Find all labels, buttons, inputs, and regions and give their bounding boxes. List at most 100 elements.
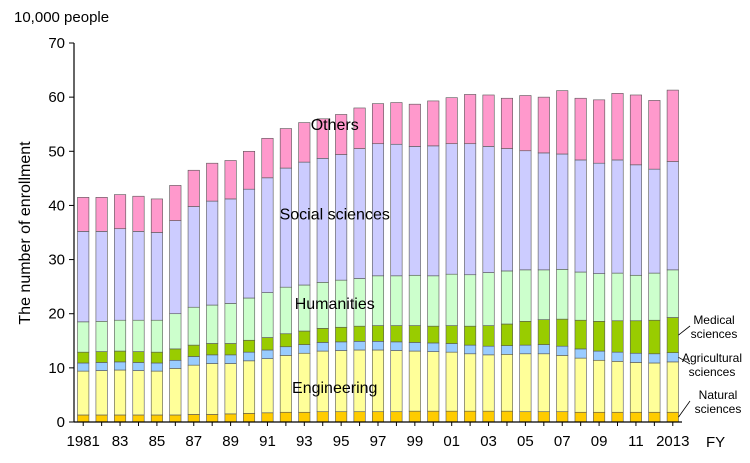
bar-segment <box>224 354 237 364</box>
bar-segment <box>390 102 403 145</box>
bar-segment <box>279 286 292 335</box>
x-tick-label: 97 <box>370 433 387 450</box>
bar-segment <box>500 345 513 355</box>
x-tick-label: 91 <box>259 433 276 450</box>
bar-segment <box>464 344 477 355</box>
bar-segment <box>427 325 440 344</box>
bar-segment <box>187 306 200 346</box>
bar-segment <box>556 269 569 320</box>
bar-segment <box>648 362 661 413</box>
bar-segment <box>666 361 679 413</box>
bar-segment <box>629 274 642 322</box>
bar-segment <box>574 357 587 413</box>
right-labels: MedicalsciencesAgriculturalsciencesNatur… <box>678 313 742 418</box>
bar-segment <box>574 319 587 350</box>
bar-segment <box>464 143 477 276</box>
bar-segment <box>629 362 642 413</box>
bar-segment <box>482 354 495 412</box>
bar-segment <box>279 355 292 413</box>
bar-segment <box>482 146 495 273</box>
bar-segment <box>316 411 329 423</box>
bar-segment <box>77 370 90 416</box>
x-tick-label: 01 <box>443 433 460 450</box>
bar-segment <box>593 320 606 352</box>
bar-segment <box>261 292 274 338</box>
bar-segment <box>187 414 200 423</box>
bar-segment <box>169 220 182 315</box>
bar-segment <box>556 411 569 423</box>
bar-segment <box>206 200 219 306</box>
bar-segment <box>556 90 569 155</box>
bar-segment <box>500 323 513 346</box>
bar-segment <box>408 342 421 352</box>
series-label: Social sciences <box>280 207 390 224</box>
bar-segment <box>445 97 458 145</box>
x-tick-label: 11 <box>628 433 644 450</box>
bar-segment <box>150 351 163 364</box>
bar-segment <box>206 414 219 423</box>
bar-segment <box>95 362 108 371</box>
bar-segment <box>224 303 237 344</box>
bar-segment <box>206 304 219 344</box>
side-label-line: sciences <box>689 365 736 379</box>
bar-segment <box>519 150 532 271</box>
bar-segment <box>464 274 477 327</box>
bar-segment <box>353 411 366 423</box>
bar-segment <box>390 143 403 277</box>
x-axis: 1981 83 85 87 89 91 93 95 97 99 01 03 05 07 09 11 2013 <box>67 421 689 450</box>
bar-segment <box>243 360 256 414</box>
pointer-line <box>678 356 691 365</box>
bar-segment <box>408 410 421 423</box>
bar-segment <box>132 370 145 416</box>
bar-segment <box>95 414 108 423</box>
bar-segment <box>114 319 127 352</box>
x-axis-title: FY <box>706 434 725 451</box>
x-tick-label: 83 <box>112 433 129 450</box>
x-tick-label: 89 <box>222 433 239 450</box>
bar-segment <box>114 228 127 321</box>
y-tick-label: 10 <box>48 360 65 377</box>
bar-segment <box>169 313 182 350</box>
bar-segment <box>611 351 624 362</box>
bar-segment <box>556 355 569 413</box>
y-tick-label: 40 <box>48 197 65 214</box>
bar-segment <box>371 325 385 342</box>
bar-segment <box>132 319 145 352</box>
bar-segment <box>95 351 108 363</box>
bar-segment <box>427 100 440 147</box>
bar-segment <box>132 195 145 232</box>
bar-segment <box>206 343 219 356</box>
bar-segment <box>648 272 661 321</box>
bar-segment <box>390 411 403 423</box>
bar-segment <box>593 359 606 413</box>
side-label-line: Medical <box>693 313 734 327</box>
bar-segment <box>519 320 532 346</box>
bar-segment <box>243 339 256 353</box>
bar-segment <box>593 273 606 322</box>
bar-segment <box>556 318 569 347</box>
bar-segment <box>556 153 569 270</box>
bar-segment <box>519 353 532 413</box>
bar-segment <box>353 325 366 342</box>
bar-segment <box>371 411 385 423</box>
bar-segment <box>316 342 329 352</box>
bar-segment <box>114 369 127 416</box>
bar-segment <box>279 128 292 169</box>
bar-segment <box>298 330 311 345</box>
bar-segment <box>243 188 256 299</box>
bar-segment <box>629 164 642 276</box>
bar-segment <box>169 348 182 361</box>
bar-segment <box>648 319 661 355</box>
bar-segment <box>574 159 587 273</box>
bar-segment <box>95 370 108 416</box>
bar-segment <box>464 325 477 346</box>
bar-segment <box>519 269 532 322</box>
y-axis-title: The number of enrollment <box>17 141 34 325</box>
x-tick-label: 85 <box>149 433 166 450</box>
bar-segment <box>114 361 127 371</box>
bar-segment <box>519 344 532 355</box>
bar-segment <box>519 95 532 152</box>
bar-segment <box>648 168 661 274</box>
bar-segment <box>648 100 661 170</box>
